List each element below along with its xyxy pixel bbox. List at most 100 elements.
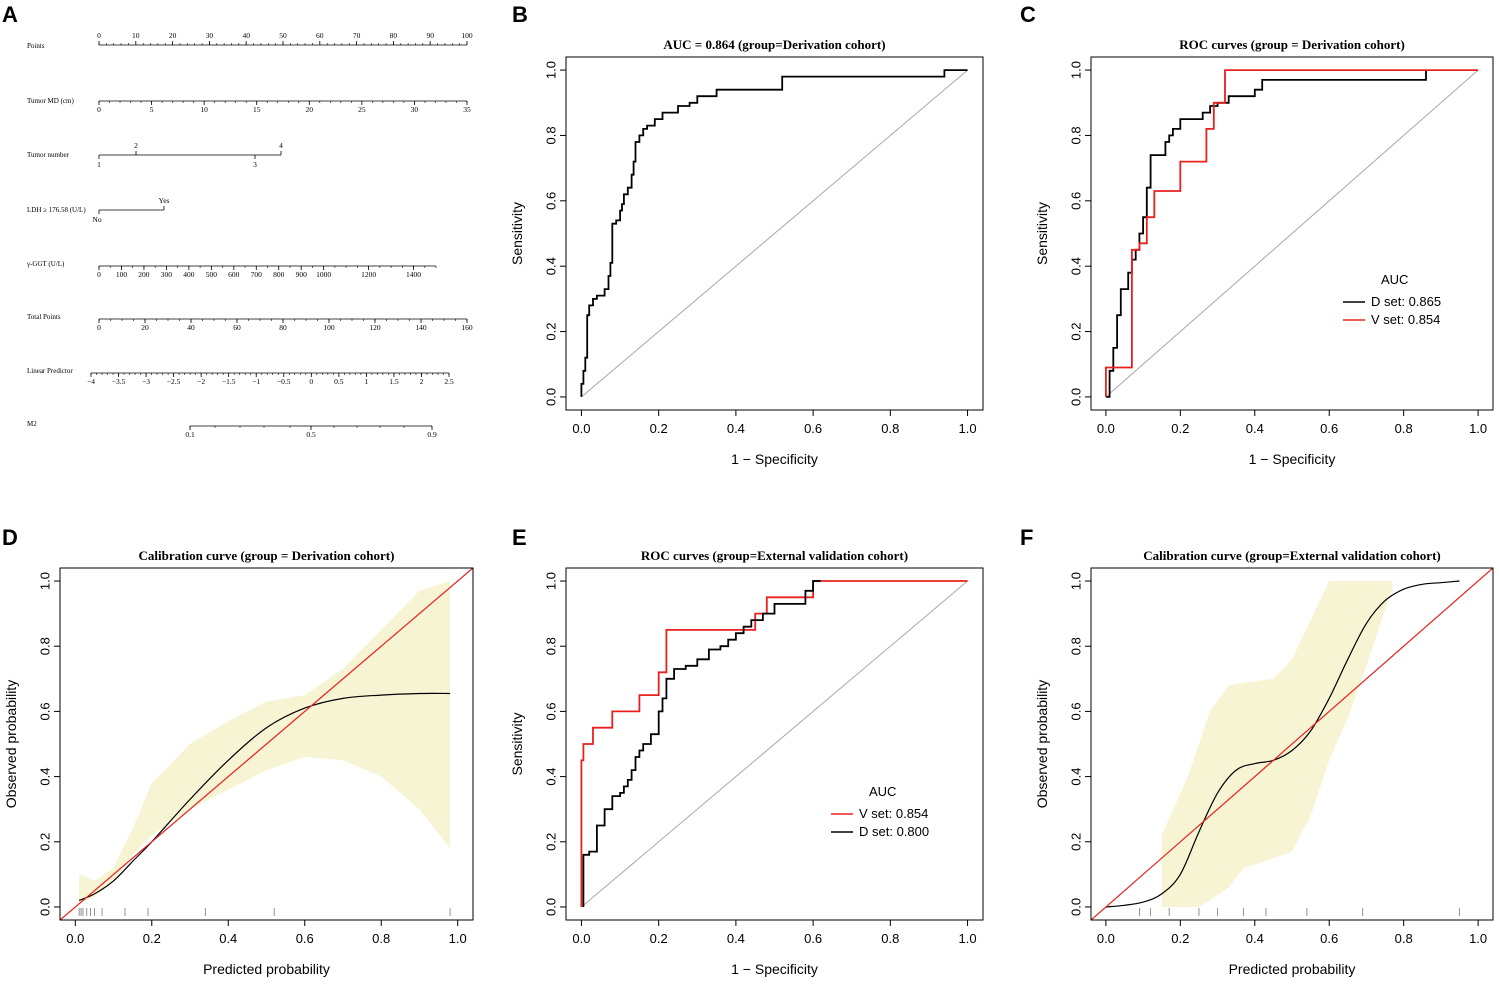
nomogram-tick-label: −4 [87,377,95,386]
nomogram-tick-label: 40 [242,31,250,40]
y-tick-label: 0.6 [544,192,559,210]
nomogram-tick-label: 400 [183,270,195,279]
y-tick-label: 0.8 [38,637,53,655]
x-axis-label: Predicted probability [1229,961,1356,977]
series-line-0 [580,69,968,397]
y-tick-label: 0.6 [544,702,559,720]
nomogram-tick-label: 100 [323,323,335,332]
reference-diagonal [581,580,968,908]
nomogram-tick-label: 30 [206,31,214,40]
nomogram-tick-label: No [92,215,101,224]
reference-diagonal [581,69,968,398]
nomogram-tick-label: 0.5 [306,430,316,439]
legend-title: AUC [1381,272,1408,287]
roc-panel-external-validation: ROC curves (group=External validation co… [509,548,984,977]
plot-frame [565,567,984,921]
roc-panel-derivation: AUC = 0.864 (group=Derivation cohort) 0.0… [509,37,984,467]
nomogram-tick-label: 0 [97,31,101,40]
nomogram-tick-label: −0.5 [277,377,291,386]
y-tick-label: 0.0 [544,898,559,916]
y-tick-label: 0.6 [1069,702,1084,720]
nomogram-row-label: M2 [27,420,37,428]
y-tick-label: 0.2 [544,323,559,341]
nomogram-tick-label: −1.5 [222,377,236,386]
y-axis-label: Sensitivity [509,202,525,265]
nomogram-tick-label: 20 [306,105,314,114]
nomogram-tick-label: 0 [97,105,101,114]
nomogram-tick-label: 0 [97,323,101,332]
nomogram-tick-label: 4 [279,141,283,150]
nomogram-tick-label: 100 [116,270,128,279]
nomogram-tick-label: −3.5 [112,377,126,386]
nomogram-row-label: Linear Predictor [27,367,73,375]
y-tick-label: 0.2 [38,833,53,851]
nomogram-tick-label: 100 [461,31,473,40]
legend-entry: D set: 0.800 [859,824,929,839]
calibration-panel-derivation: Calibration curve (group = Derivation co… [3,548,474,977]
y-tick-label: 0.6 [38,702,53,720]
nomogram-tick-label: 20 [141,323,149,332]
nomogram-tick-label: 0 [97,270,101,279]
nomogram-tick-label: 2.5 [444,377,454,386]
panel-label-e: E [512,525,527,550]
x-tick-label: 0.2 [650,931,668,946]
nomogram-tick-label: 10 [200,105,208,114]
chart-title: AUC = 0.864 (group=Derivation cohort) [663,37,885,52]
reference-diagonal [1105,69,1479,398]
series-line-0 [78,692,451,901]
legend-title: AUC [869,784,896,799]
x-tick-label: 0.6 [1320,421,1338,436]
y-tick-label: 0.4 [38,768,53,786]
x-tick-label: 1.0 [1469,421,1487,436]
nomogram-tick-label: 40 [187,323,195,332]
nomogram-tick-label: 1 [97,160,101,169]
nomogram-tick-label: 700 [251,270,263,279]
y-tick-label: 1.0 [544,572,559,590]
nomogram-tick-label: 60 [316,31,324,40]
nomogram-tick-label: 200 [138,270,150,279]
x-tick-label: 1.0 [449,931,467,946]
confidence-band [1161,581,1393,907]
nomogram-tick-label: 0.9 [427,430,437,439]
nomogram-tick-label: 80 [390,31,398,40]
nomogram-tick-label: 25 [358,105,366,114]
x-axis-label: 1 − Specificity [731,451,818,467]
y-tick-label: 0.4 [1069,257,1084,275]
nomogram-tick-label: 10 [132,31,140,40]
y-tick-label: 0.8 [544,637,559,655]
x-tick-label: 0.2 [650,421,668,436]
x-tick-label: 0.8 [881,421,899,436]
legend-entry: V set: 0.854 [859,806,928,821]
panel-label-a: A [2,2,18,27]
nomogram-row-label: γ-GGT (U/L) [26,260,65,268]
y-tick-label: 1.0 [1069,572,1084,590]
x-tick-label: 0.2 [1171,421,1189,436]
x-tick-label: 0.0 [572,421,590,436]
x-tick-label: 0.4 [727,421,745,436]
nomogram-tick-label: 2 [134,141,138,150]
plot-area [1105,69,1479,398]
x-tick-label: 1.0 [959,931,977,946]
nomogram-tick-label: 1 [365,377,369,386]
x-tick-label: 0.0 [1097,421,1115,436]
nomogram-tick-label: 0.5 [334,377,344,386]
nomogram-tick-label: 0 [309,377,313,386]
x-tick-label: 0.0 [66,931,84,946]
nomogram-tick-label: 70 [353,31,361,40]
y-tick-label: 1.0 [1069,61,1084,79]
nomogram-tick-label: 0.1 [185,430,195,439]
x-tick-label: 0.4 [1246,421,1264,436]
chart-title: ROC curves (group=External validation co… [641,548,908,563]
nomogram-tick-label: 120 [369,323,381,332]
y-tick-label: 0.2 [1069,833,1084,851]
chart-title: ROC curves (group = Derivation cohort) [1179,37,1405,52]
nomogram-tick-label: −2.5 [167,377,181,386]
y-tick-label: 0.0 [544,388,559,406]
series-line-0 [1105,580,1460,908]
x-tick-label: 0.8 [1395,931,1413,946]
nomogram-tick-label: 1200 [361,270,376,279]
plot-area [1091,568,1493,920]
y-tick-label: 0.4 [544,257,559,275]
x-axis-label: Predicted probability [203,961,330,977]
confidence-band [79,581,451,904]
